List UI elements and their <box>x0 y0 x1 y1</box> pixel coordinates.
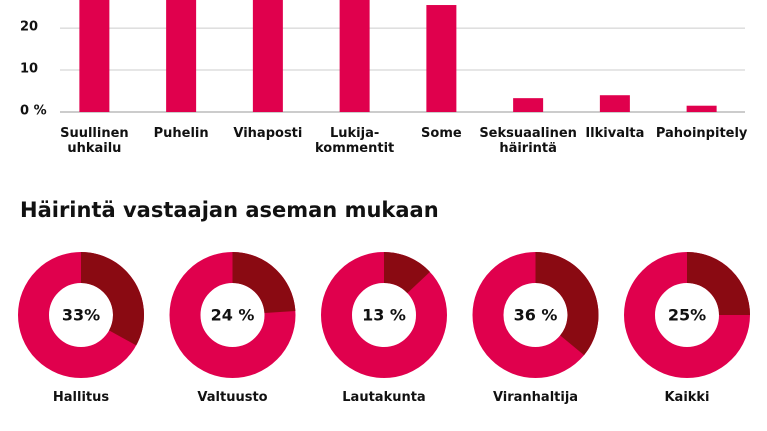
bar <box>686 105 717 112</box>
x-tick-label: Vihaposti <box>233 126 303 141</box>
value-label: 24 % <box>211 306 255 325</box>
donut-segment <box>232 252 296 313</box>
x-tick-label: Pahoinpitely <box>655 126 748 141</box>
value-label: 33% <box>62 306 100 325</box>
value-label: 13 % <box>362 306 406 325</box>
category-label: Viranhaltija <box>492 390 579 405</box>
x-tick-label: Seksuaalinen häirintä <box>479 126 577 156</box>
bar <box>513 98 544 112</box>
bar <box>426 5 457 113</box>
category-label: Kaikki <box>664 390 710 405</box>
donut-segment <box>535 252 599 356</box>
y-tick-label: 20 <box>20 20 38 35</box>
x-tick-label: Lukija- kommentit <box>314 126 395 156</box>
value-label: 25% <box>668 306 706 325</box>
category-label: Lautakunta <box>342 390 426 405</box>
value-label: 36 % <box>514 306 558 325</box>
bar <box>599 95 630 112</box>
x-tick-label: Some <box>421 126 462 141</box>
bar <box>166 0 197 113</box>
bar <box>339 0 370 113</box>
y-tick-label: 10 <box>20 62 38 77</box>
category-label: Hallitus <box>52 390 110 405</box>
x-tick-label: Puhelin <box>153 126 209 141</box>
bar <box>252 0 283 113</box>
donut-title: Häirintä vastaajan aseman mukaan <box>20 198 439 222</box>
bar <box>79 0 110 112</box>
y-tick-label: 0 % <box>20 104 47 119</box>
donut-segment <box>384 252 430 294</box>
donut-segment <box>81 252 145 346</box>
category-label: Valtuusto <box>197 390 268 405</box>
x-tick-label: Suullinen uhkailu <box>60 126 129 156</box>
x-tick-label: Ilkivalta <box>585 126 645 141</box>
donut-segment <box>687 252 750 315</box>
